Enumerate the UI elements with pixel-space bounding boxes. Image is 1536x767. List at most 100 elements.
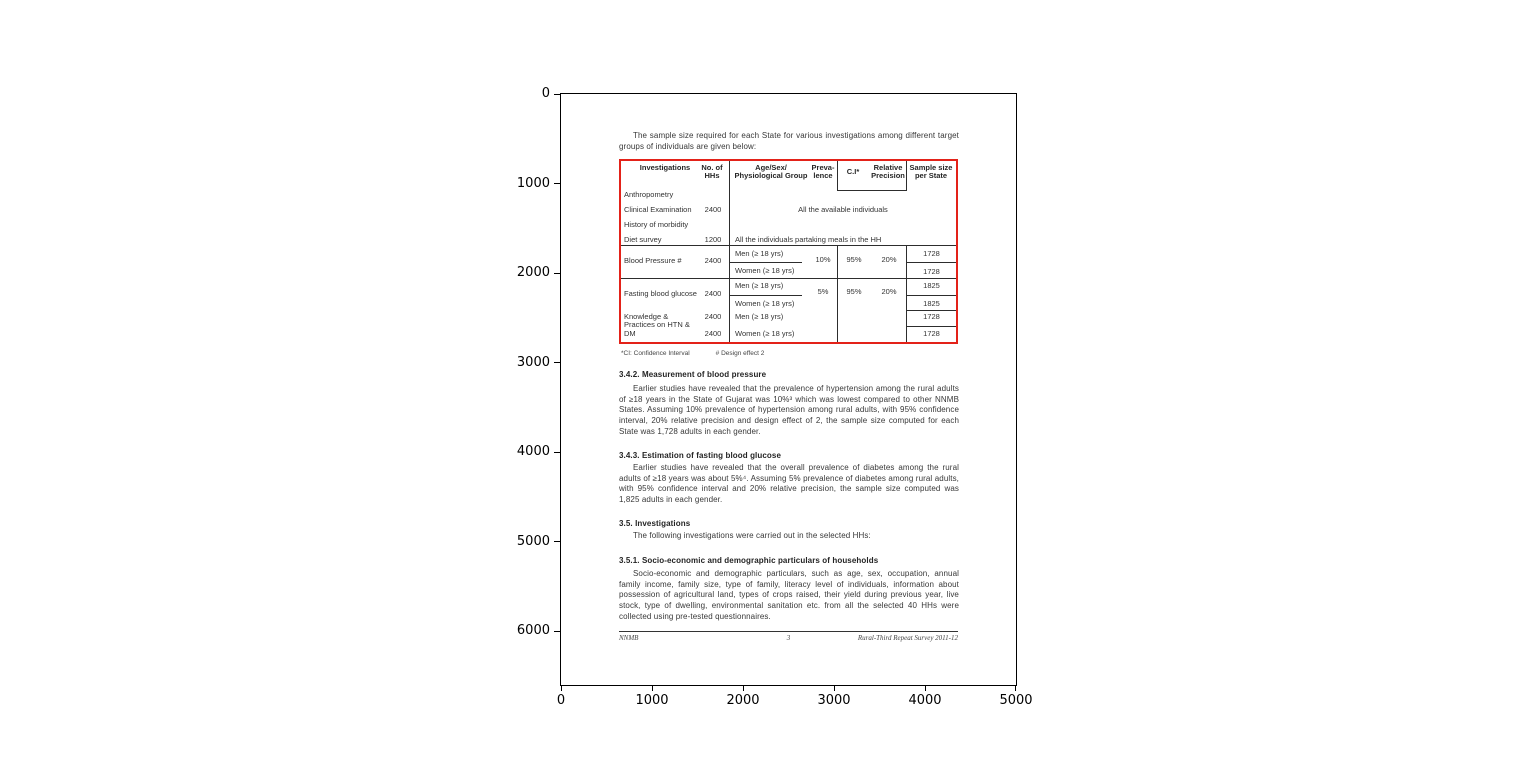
table-vline [906,161,907,190]
cell-precision: 20% [881,255,897,264]
cell-sample: 1728 [923,267,940,276]
y-tick-label: 6000 [516,623,550,638]
x-tick-mark [834,685,836,691]
cell-investigation: Diet survey [624,235,662,244]
col-header-hhs: No. of HHs [701,163,723,180]
section-351-title: 3.5.1. Socio-economic and demographic pa… [619,556,879,565]
footer-left: NNMB [619,634,639,642]
col-header-group: Age/Sex/ Physiological Group [734,163,808,180]
footnote-ci: *CI: Confidence Interval [621,350,690,357]
sample-size-table: Investigations No. of HHs Age/Sex/ Physi… [619,159,958,344]
section-342-body: Earlier studies have revealed that the p… [619,384,959,436]
cell-hhs: 2400 [704,289,722,298]
x-tick-mark [561,685,563,691]
col-header-precision: Relative Precision [871,163,905,180]
cell-group-women: Women (≥ 18 yrs) [735,266,795,275]
y-tick-mark [554,94,560,96]
cell-hhs: 1200 [704,235,722,244]
footer-right: Rural-Third Repeat Survey 2011-12 [857,634,958,642]
y-tick-label: 0 [541,86,550,101]
cell-group-men: Men (≥ 18 yrs) [735,249,784,258]
table-footnote: *CI: Confidence Interval # Design effect … [621,350,961,357]
y-tick-mark [554,452,560,454]
cell-investigation: Blood Pressure # [624,256,682,265]
x-tick-mark [652,685,654,691]
y-tick-label: 1000 [516,176,550,191]
y-tick-label: 2000 [516,265,550,280]
footer-page-number: 3 [786,634,791,642]
cell-precision: 20% [881,287,897,296]
y-tick-mark [554,273,560,275]
cell-group-men: Men (≥ 18 yrs) [735,312,784,321]
table-vline [906,245,907,342]
cell-investigation: Clinical Examination [624,205,692,214]
cell-sample: 1728 [923,329,940,338]
cell-hhs: 2400 [704,256,722,265]
y-tick-mark [554,183,560,185]
cell-merged-note: All the available individuals [798,205,888,214]
cell-group-women: Women (≥ 18 yrs) [735,299,795,308]
section-342-title: 3.4.2. Measurement of blood pressure [619,370,767,379]
table-vline [729,161,730,342]
y-tick-mark [554,541,560,543]
section-35-title: 3.5. Investigations [619,519,691,528]
cell-hhs: 2400 [704,329,722,338]
x-tick-label: 4000 [908,693,942,708]
footnote-design-effect: # Design effect 2 [715,350,765,357]
y-tick-mark [554,362,560,364]
x-tick-label: 3000 [817,693,851,708]
table-hline [907,262,956,263]
table-hline [907,326,956,327]
table-hline [907,295,956,296]
x-tick-mark [925,685,927,691]
section-35-body: The following investigations were carrie… [633,531,871,540]
x-tick-label: 0 [556,693,566,708]
cell-hhs: 2400 [704,312,722,321]
cell-sample: 1728 [923,312,940,321]
table-hline [730,262,802,263]
cell-ci: 95% [846,287,862,296]
intro-paragraph: The sample size required for each State … [619,131,959,151]
cell-investigation: Fasting blood glucose [624,289,697,298]
col-header-investigations: Investigations [639,163,691,172]
x-tick-mark [1015,685,1017,691]
table-vline [837,245,838,342]
cell-merged-note: All the individuals partaking meals in t… [735,235,882,244]
y-tick-label: 5000 [516,534,550,549]
x-tick-mark [743,685,745,691]
page-footer: NNMB 3 Rural-Third Repeat Survey 2011-12 [619,634,958,642]
table-hline [907,310,956,311]
footer-rule [619,631,958,632]
cell-sample: 1825 [923,299,940,308]
cell-ci: 95% [846,255,862,264]
y-tick-label: 4000 [516,444,550,459]
cell-investigation: DM [624,329,636,338]
x-tick-label: 5000 [999,693,1033,708]
cell-investigation: Practices on HTN & [624,320,690,329]
cell-investigation: Knowledge & [624,312,669,321]
cell-prevalence: 5% [817,287,829,296]
table-hline [837,190,907,191]
x-tick-label: 1000 [635,693,669,708]
table-vline [837,161,838,190]
cell-prevalence: 10% [815,255,831,264]
cell-group-men: Men (≥ 18 yrs) [735,281,784,290]
section-351-body: Socio-economic and demographic particula… [619,569,959,621]
table-hline [621,245,956,247]
cell-sample: 1825 [923,281,940,290]
y-tick-label: 3000 [516,355,550,370]
col-header-sample: Sample size per State [909,163,953,180]
section-343-title: 3.4.3. Estimation of fasting blood gluco… [619,451,781,460]
cell-group-women: Women (≥ 18 yrs) [735,329,795,338]
y-tick-mark [554,631,560,633]
table-hline [730,295,802,296]
cell-sample: 1728 [923,249,940,258]
cell-investigation: History of morbidity [624,220,689,229]
cell-investigation: Anthropometry [624,190,674,199]
plot-axes: 0 1000 2000 3000 4000 5000 6000 0 1000 2… [517,86,1033,708]
x-tick-label: 2000 [726,693,760,708]
cell-hhs: 2400 [704,205,722,214]
col-header-ci: C.I* [846,167,860,176]
table-hline [621,278,956,280]
